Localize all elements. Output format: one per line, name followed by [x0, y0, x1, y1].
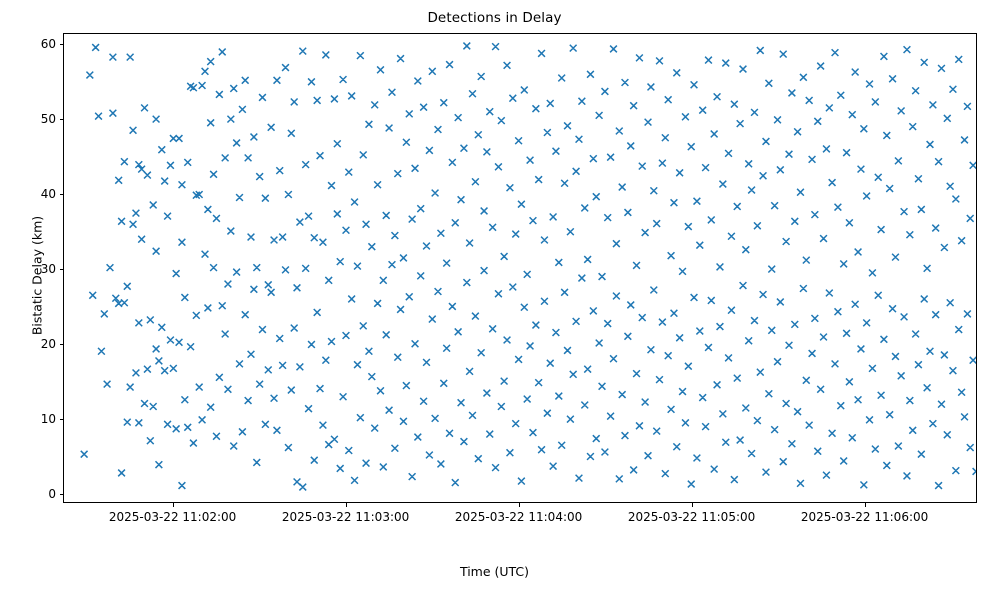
x-tick-mark: [691, 503, 693, 507]
y-axis-label: Bistatic Delay (km): [29, 215, 45, 336]
x-tick-label: 2025-03-22 11:02:00: [108, 510, 237, 524]
y-tick-mark: [59, 269, 63, 271]
x-tick-mark: [172, 503, 174, 507]
x-tick-label: 2025-03-22 11:04:00: [454, 510, 583, 524]
x-tick-label: 2025-03-22 11:06:00: [800, 510, 929, 524]
y-tick-mark: [59, 119, 63, 121]
x-tick-label: 2025-03-22 11:03:00: [281, 510, 410, 524]
y-tick-label: 20: [40, 337, 56, 352]
y-tick-label: 30: [40, 262, 56, 277]
y-tick-label: 40: [40, 187, 56, 202]
page-title: Detections in Delay: [427, 10, 562, 26]
x-tick-mark: [864, 503, 866, 507]
y-tick-label: 0: [48, 487, 56, 501]
x-axis-label: Time (UTC): [459, 564, 530, 579]
y-tick-label: 60: [40, 37, 56, 52]
y-tick-mark: [59, 44, 63, 46]
y-tick-label: 50: [40, 112, 56, 127]
x-tick-mark: [345, 503, 347, 507]
y-tick-mark: [59, 419, 63, 421]
x-tick-label: 2025-03-22 11:05:00: [627, 510, 756, 524]
y-tick-mark: [59, 494, 63, 496]
scatter-points-layer: [80, 42, 976, 491]
plot-area: [63, 33, 977, 503]
x-tick-mark: [518, 503, 520, 507]
y-tick-mark: [59, 194, 63, 196]
y-tick-mark: [59, 344, 63, 346]
y-tick-label: 10: [40, 412, 56, 427]
